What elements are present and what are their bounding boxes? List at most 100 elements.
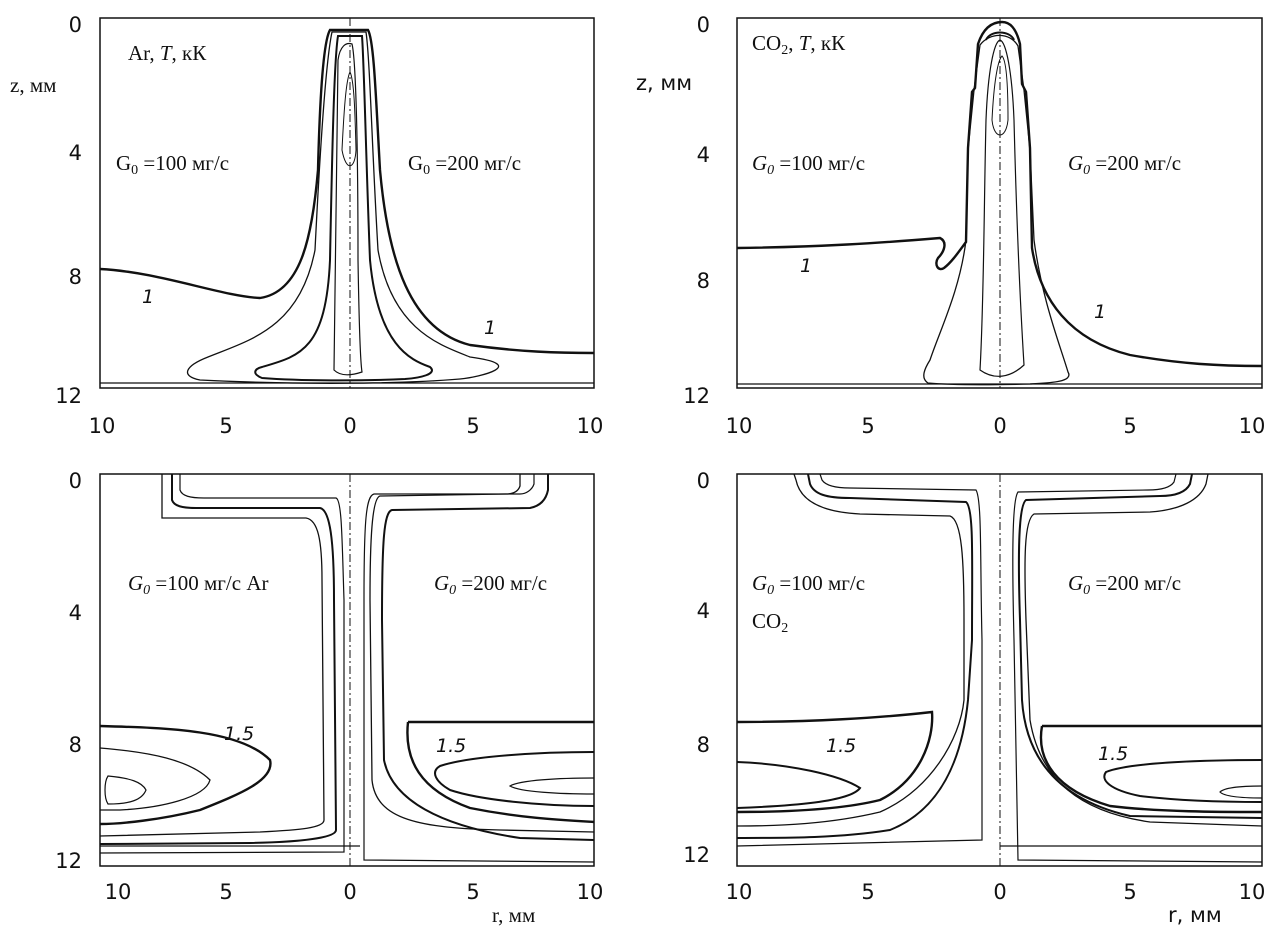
contour-line xyxy=(508,777,595,795)
contour-line-1 xyxy=(736,20,1263,368)
contour-line xyxy=(99,474,345,854)
y-tick-label: 4 xyxy=(69,141,82,165)
contour-line xyxy=(380,474,595,841)
contour-level-label: 1.5 xyxy=(826,735,856,757)
y-tick-label: 0 xyxy=(69,469,82,493)
contour-line xyxy=(434,751,595,807)
contour-level-label: 1.5 xyxy=(436,735,466,757)
flow-label-right: G0 =200 мг/с xyxy=(1068,571,1181,598)
panel-co2-temperature: 0 4 8 12 10 5 0 5 10 z, мм CO2, T, кК G0… xyxy=(636,13,1265,438)
x-tick-labels: 10 5 0 5 10 xyxy=(726,880,1266,904)
contour-lines xyxy=(99,474,595,863)
x-tick-label: 10 xyxy=(105,880,132,904)
y-tick-labels: 0 4 8 12 xyxy=(55,469,82,873)
contour-level-label: 1 xyxy=(800,255,812,277)
x-tick-label: 10 xyxy=(726,880,753,904)
contour-line xyxy=(369,474,595,833)
contour-line xyxy=(736,473,965,827)
x-tick-label: 10 xyxy=(577,880,604,904)
flow-label-right: G0 =200 мг/с xyxy=(434,571,547,598)
contour-line xyxy=(923,34,1070,386)
contour-line xyxy=(363,474,595,863)
contour-line xyxy=(736,473,983,847)
panel-ar-lower: 0 4 8 12 10 5 0 5 10 r, мм G0 =100 мг/с … xyxy=(55,469,603,926)
contour-line xyxy=(736,761,862,809)
x-tick-label: 5 xyxy=(219,414,232,438)
x-axis-label: r, мм xyxy=(492,903,535,926)
contour-line xyxy=(1103,759,1263,803)
contour-lines xyxy=(736,20,1263,386)
y-tick-label: 8 xyxy=(697,269,710,293)
panel-title: Ar, T, кК xyxy=(128,41,207,65)
y-tick-labels: 0 4 8 12 xyxy=(683,13,710,408)
contour-level-label: 1 xyxy=(142,286,154,308)
flow-label-right: G0 =200 мг/с xyxy=(1068,151,1181,178)
x-tick-label: 0 xyxy=(343,414,356,438)
x-tick-label: 10 xyxy=(726,414,753,438)
y-tick-label: 12 xyxy=(683,384,710,408)
x-tick-labels: 10 5 0 5 10 xyxy=(105,880,604,904)
contour-line xyxy=(104,775,147,805)
y-tick-label: 4 xyxy=(697,143,710,167)
contour-line xyxy=(985,31,1015,41)
y-tick-label: 0 xyxy=(697,469,710,493)
y-tick-label: 8 xyxy=(697,733,710,757)
flow-label-left: G0 =100 мг/с Ar xyxy=(128,571,268,598)
contour-line xyxy=(99,724,272,826)
contour-level-label: 1 xyxy=(1094,301,1106,323)
flow-label-left: G0 =100 мг/с xyxy=(752,571,865,598)
x-tick-label: 5 xyxy=(219,880,232,904)
contour-line xyxy=(1039,725,1263,814)
panel-co2-lower: 0 4 8 12 10 5 0 5 10 r, мм G0 =100 мг/с … xyxy=(683,469,1265,926)
contour-line xyxy=(99,747,211,811)
y-axis-label: z, мм xyxy=(10,73,56,97)
contour-line xyxy=(333,42,363,376)
x-tick-label: 10 xyxy=(1239,414,1266,438)
contour-line xyxy=(736,710,934,814)
y-tick-labels: 0 4 8 12 xyxy=(683,469,710,867)
plot-frame xyxy=(99,473,595,867)
contour-level-label: 1 xyxy=(484,317,496,339)
y-tick-label: 12 xyxy=(55,384,82,408)
x-axis-label: r, мм xyxy=(1168,903,1222,926)
x-tick-label: 5 xyxy=(466,414,479,438)
flow-label-right: G0 =200 мг/с xyxy=(408,151,521,178)
panel-ar-temperature: 0 4 8 12 10 5 0 5 10 z, мм Ar, T, кК G0 … xyxy=(10,13,603,438)
y-tick-label: 12 xyxy=(683,843,710,867)
x-tick-labels: 10 5 0 5 10 xyxy=(726,414,1266,438)
contour-line xyxy=(99,474,338,845)
y-tick-label: 4 xyxy=(69,601,82,625)
y-tick-labels: 0 4 8 12 xyxy=(55,13,82,408)
contour-line-1 xyxy=(99,28,595,355)
y-tick-label: 4 xyxy=(697,599,710,623)
gas-label: CO2 xyxy=(752,609,788,636)
contour-line xyxy=(736,473,974,839)
contour-lines xyxy=(99,28,595,384)
contour-line xyxy=(254,35,433,382)
x-tick-label: 5 xyxy=(861,414,874,438)
contour-line xyxy=(187,31,500,384)
y-tick-label: 12 xyxy=(55,849,82,873)
contour-line xyxy=(406,721,595,824)
contour-line xyxy=(1219,785,1263,799)
x-tick-label: 0 xyxy=(993,414,1006,438)
x-tick-labels: 10 5 0 5 10 xyxy=(89,414,604,438)
contour-line xyxy=(991,55,1009,136)
x-tick-label: 5 xyxy=(1123,414,1136,438)
contour-level-label: 1.5 xyxy=(224,723,254,745)
y-tick-label: 0 xyxy=(697,13,710,37)
y-tick-label: 8 xyxy=(69,265,82,289)
x-tick-label: 10 xyxy=(577,414,604,438)
contour-lines xyxy=(736,473,1263,863)
x-tick-label: 10 xyxy=(1239,880,1266,904)
contour-line xyxy=(1017,473,1263,819)
contour-level-label: 1.5 xyxy=(1098,743,1128,765)
contour-line xyxy=(1012,473,1263,863)
x-tick-label: 0 xyxy=(993,880,1006,904)
panel-title: CO2, T, кК xyxy=(752,31,846,58)
flow-label-left: G0 =100 мг/с xyxy=(116,151,229,178)
plot-frame xyxy=(99,17,595,389)
y-tick-label: 8 xyxy=(69,733,82,757)
x-tick-label: 10 xyxy=(89,414,116,438)
